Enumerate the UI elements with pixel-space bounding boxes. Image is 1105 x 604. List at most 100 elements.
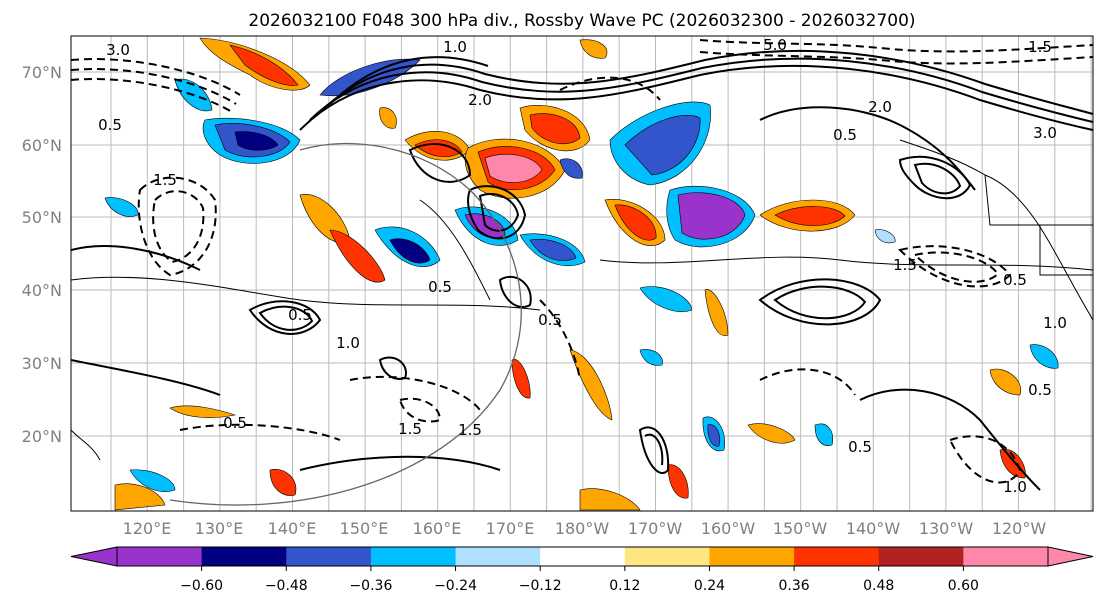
- contour-label: 0.5: [848, 438, 872, 456]
- filled-divergence-patches: [104, 37, 1059, 511]
- contour-label: 2.0: [468, 91, 492, 109]
- colorbar-outline: [116, 546, 1049, 567]
- longitude-tick-label: 120°E: [123, 519, 172, 538]
- longitude-tick-label: 130°E: [195, 519, 244, 538]
- contour-line: [248, 300, 322, 335]
- positive-patch: [667, 464, 689, 499]
- graticule: [71, 36, 1093, 511]
- colorbar-swatch: [286, 547, 372, 566]
- contour-line: [467, 185, 527, 240]
- positive-patch: [169, 405, 237, 418]
- contour-line: [349, 375, 481, 411]
- map-background: [71, 36, 1093, 511]
- negative-patch: [129, 469, 176, 492]
- contour-line: [913, 162, 962, 195]
- longitude-tick-label: 150°W: [773, 519, 828, 538]
- contour-label: 3.0: [106, 41, 130, 59]
- contour-line: [299, 455, 501, 471]
- map-frame: [70, 35, 1094, 512]
- contour-label: 3.0: [1033, 124, 1057, 142]
- contour-label: 0.5: [288, 306, 312, 324]
- contour-line: [319, 49, 1093, 115]
- longitude-tick-label: 170°E: [486, 519, 535, 538]
- longitude-tick-label: 180°W: [555, 519, 610, 538]
- negative-patch: [624, 115, 701, 176]
- latitude-tick-label: 50°N: [22, 208, 62, 227]
- contour-line: [539, 299, 581, 381]
- contour-line: [478, 193, 520, 232]
- contour-line: [898, 245, 1012, 288]
- colorbar-extend-max: [1047, 546, 1094, 567]
- negative-patch: [104, 197, 139, 217]
- figure-title: 2026032100 F048 300 hPa div., Rossby Wav…: [248, 11, 915, 31]
- contour-line: [638, 426, 670, 475]
- contour-line: [759, 368, 856, 396]
- contour-line: [948, 435, 1022, 484]
- negative-patch: [639, 349, 663, 366]
- contour-line: [898, 155, 972, 200]
- positive-patch: [989, 368, 1022, 396]
- contour-label: 0.5: [98, 116, 122, 134]
- longitude-tick-label: 160°E: [413, 519, 462, 538]
- colorbar-tick-label: −0.48: [265, 578, 308, 594]
- coastline: [1039, 225, 1093, 276]
- negative-patch: [814, 423, 833, 446]
- positive-patch: [379, 107, 397, 129]
- contour-label: 1.0: [1043, 314, 1067, 332]
- negative-patch: [677, 192, 746, 240]
- colorbar-tick-label: 0.48: [863, 578, 894, 594]
- contour-line: [599, 256, 1093, 271]
- contour-line: [498, 275, 532, 308]
- negative-patch: [559, 158, 583, 179]
- contour-label: 1.0: [443, 38, 467, 56]
- coastline: [984, 174, 1093, 226]
- longitude-tick-label: 140°E: [268, 519, 317, 538]
- contour-label: 1.5: [458, 421, 482, 439]
- contour-label: 1.5: [1028, 38, 1052, 56]
- contour-label: 0.5: [428, 278, 452, 296]
- contour-line: [644, 433, 664, 466]
- positive-patch: [774, 206, 846, 226]
- colorbar-tick-label: 0.12: [609, 578, 640, 594]
- map-panel: 3.0 1.0 2.0 5.0 1.5 0.5 3.0 0.5 2.0 1.5 0.5 1.0 1.5 0…: [22, 35, 1094, 538]
- contour-label: 1.5: [398, 420, 422, 438]
- colorbar-swatch: [878, 547, 964, 566]
- coastline: [899, 139, 1093, 321]
- negative-patch: [707, 424, 721, 447]
- colorbar-swatch: [201, 547, 287, 566]
- colorbar-swatch: [794, 547, 880, 566]
- longitude-tick-label: 170°W: [628, 519, 683, 538]
- contour-line: [758, 278, 882, 326]
- coastline: [71, 429, 101, 461]
- contour-label: 1.0: [336, 334, 360, 352]
- coastlines: [71, 139, 1093, 461]
- contour-line: [559, 76, 661, 101]
- longitude-tick-label: 140°W: [846, 519, 901, 538]
- contour-line: [258, 305, 314, 331]
- colorbar-tick-label: 0.36: [779, 578, 810, 594]
- latitude-tick-label: 30°N: [22, 354, 62, 373]
- longitude-labels: 120°E 130°E 140°E 150°E 160°E 170°E 180°W 170°W…: [123, 519, 1047, 538]
- colorbar-tick-label: 0.24: [694, 578, 725, 594]
- positive-patch: [329, 229, 386, 283]
- contour-line: [398, 397, 442, 423]
- positive-patch: [569, 349, 613, 421]
- colorbar-swatch: [370, 547, 457, 566]
- positive-contours: [71, 49, 1093, 491]
- contour-line: [408, 143, 472, 183]
- projection-circle: [169, 142, 522, 506]
- positive-patch: [579, 39, 608, 59]
- longitude-tick-label: 130°W: [919, 519, 974, 538]
- contour-line: [152, 190, 205, 264]
- contour-label: 0.5: [1003, 271, 1027, 289]
- contour-label: 2.0: [868, 98, 892, 116]
- colorbar-swatch: [709, 547, 795, 566]
- contour-line: [71, 78, 233, 113]
- contour-labels: 3.0 1.0 2.0 5.0 1.5 0.5 3.0 0.5 2.0 1.5 0.5 1.0 1.5 0…: [98, 36, 1067, 496]
- latitude-tick-label: 60°N: [22, 136, 62, 155]
- negative-contours: [71, 39, 1093, 484]
- contour-line: [137, 176, 217, 277]
- longitude-tick-label: 120°W: [992, 519, 1047, 538]
- contour-label: 0.5: [223, 414, 247, 432]
